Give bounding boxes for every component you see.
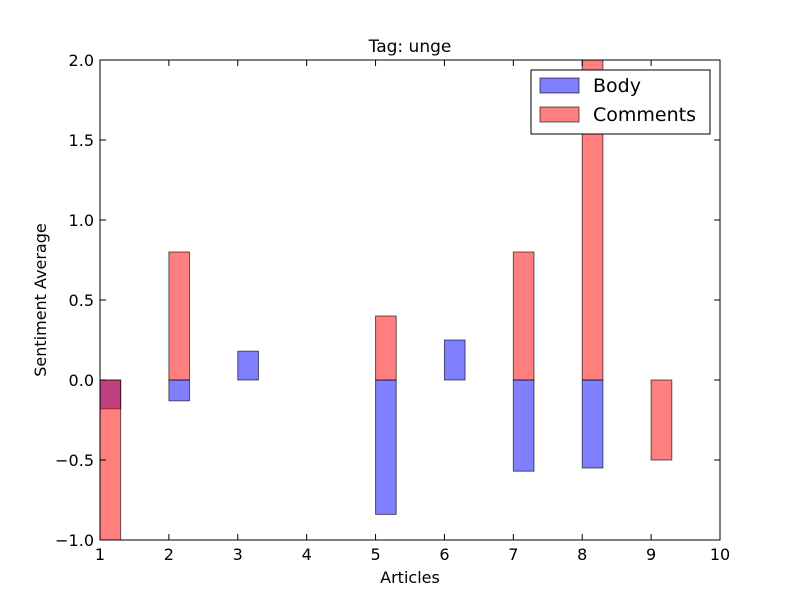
bar-body-article-8 xyxy=(581,379,604,469)
y-tick-label: 0.5 xyxy=(69,291,94,310)
bar-body-article-2 xyxy=(168,379,191,402)
bars-group xyxy=(99,59,673,541)
bar-body-article-6 xyxy=(443,339,466,381)
legend-swatch-body xyxy=(539,77,580,94)
x-tick-label: 3 xyxy=(233,545,243,564)
x-tick-label: 6 xyxy=(439,545,449,564)
bar-body-article-5 xyxy=(375,379,397,515)
y-tick-label: −0.5 xyxy=(55,451,94,470)
x-tick-label: 7 xyxy=(508,545,518,564)
bar-comments-article-2 xyxy=(168,251,191,381)
x-tick-label: 5 xyxy=(370,545,380,564)
bar-comments-article-7 xyxy=(512,251,535,381)
plot-area xyxy=(100,60,720,540)
x-tick-label: 10 xyxy=(710,545,730,564)
legend-label-comments: Comments xyxy=(593,104,696,126)
x-tick-label: 1 xyxy=(95,545,105,564)
plot-frame xyxy=(99,59,721,541)
legend: Body Comments xyxy=(530,69,711,135)
y-tick-label: −1.0 xyxy=(55,531,94,550)
chart-title: Tag: unge xyxy=(368,37,452,57)
y-tick-label: 2.0 xyxy=(69,51,94,70)
legend-label-body: Body xyxy=(593,75,641,97)
x-tick-label: 8 xyxy=(577,545,587,564)
legend-swatch-comments xyxy=(539,106,580,123)
bar-body-article-7 xyxy=(512,379,535,472)
y-tick-label: 0.0 xyxy=(69,371,94,390)
y-tick-label: 1.0 xyxy=(69,211,94,230)
y-axis-label: Sentiment Average xyxy=(31,223,50,377)
y-tick-label: 1.5 xyxy=(69,131,94,150)
ticks-group: 1 2 3 4 5 6 7 8 9 10 −1.0 −0.5 0.0 0.5 1.0 1.5 2.0 xyxy=(55,51,730,564)
bar-comments-article-9 xyxy=(650,379,673,461)
x-tick-label: 9 xyxy=(646,545,656,564)
x-tick-label: 4 xyxy=(302,545,312,564)
x-tick-label: 2 xyxy=(164,545,174,564)
bar-body-article-3 xyxy=(237,350,259,381)
x-axis-label: Articles xyxy=(380,568,440,587)
bar-comments-article-5 xyxy=(375,315,397,381)
